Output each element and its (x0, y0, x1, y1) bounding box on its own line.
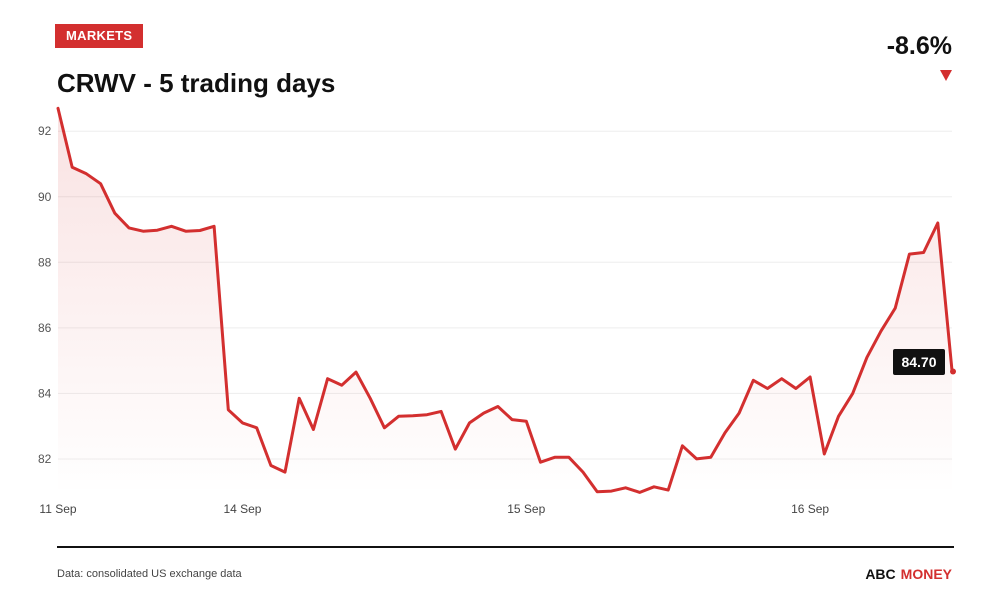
y-tick-label: 92 (38, 124, 52, 138)
y-tick-label: 88 (38, 255, 52, 269)
last-value-label: 84.70 (901, 354, 936, 370)
footer-divider (57, 546, 954, 548)
x-tick-label: 14 Sep (223, 502, 261, 516)
brand-logo-abc: ABC (865, 566, 896, 582)
brand-logo-money: MONEY (900, 566, 952, 582)
percent-change: -8.6% (886, 32, 952, 60)
y-tick-label: 90 (38, 190, 52, 204)
brand-logo: ABC MONEY (865, 566, 952, 582)
last-value-badge (893, 349, 945, 375)
x-tick-label: 16 Sep (791, 502, 829, 516)
x-tick-label: 15 Sep (507, 502, 545, 516)
y-tick-label: 82 (38, 452, 52, 466)
section-tag: MARKETS (55, 24, 144, 48)
series-area (58, 108, 952, 496)
down-arrow-icon (940, 70, 952, 81)
series-line (56, 106, 954, 494)
y-tick-label: 86 (38, 321, 52, 335)
data-source: Data: consolidated US exchange data (57, 568, 242, 580)
x-tick-label: 11 Sep (39, 502, 76, 516)
y-tick-label: 84 (38, 386, 52, 400)
page-title: CRWV - 5 trading days (57, 68, 336, 98)
last-point-marker (950, 368, 956, 375)
